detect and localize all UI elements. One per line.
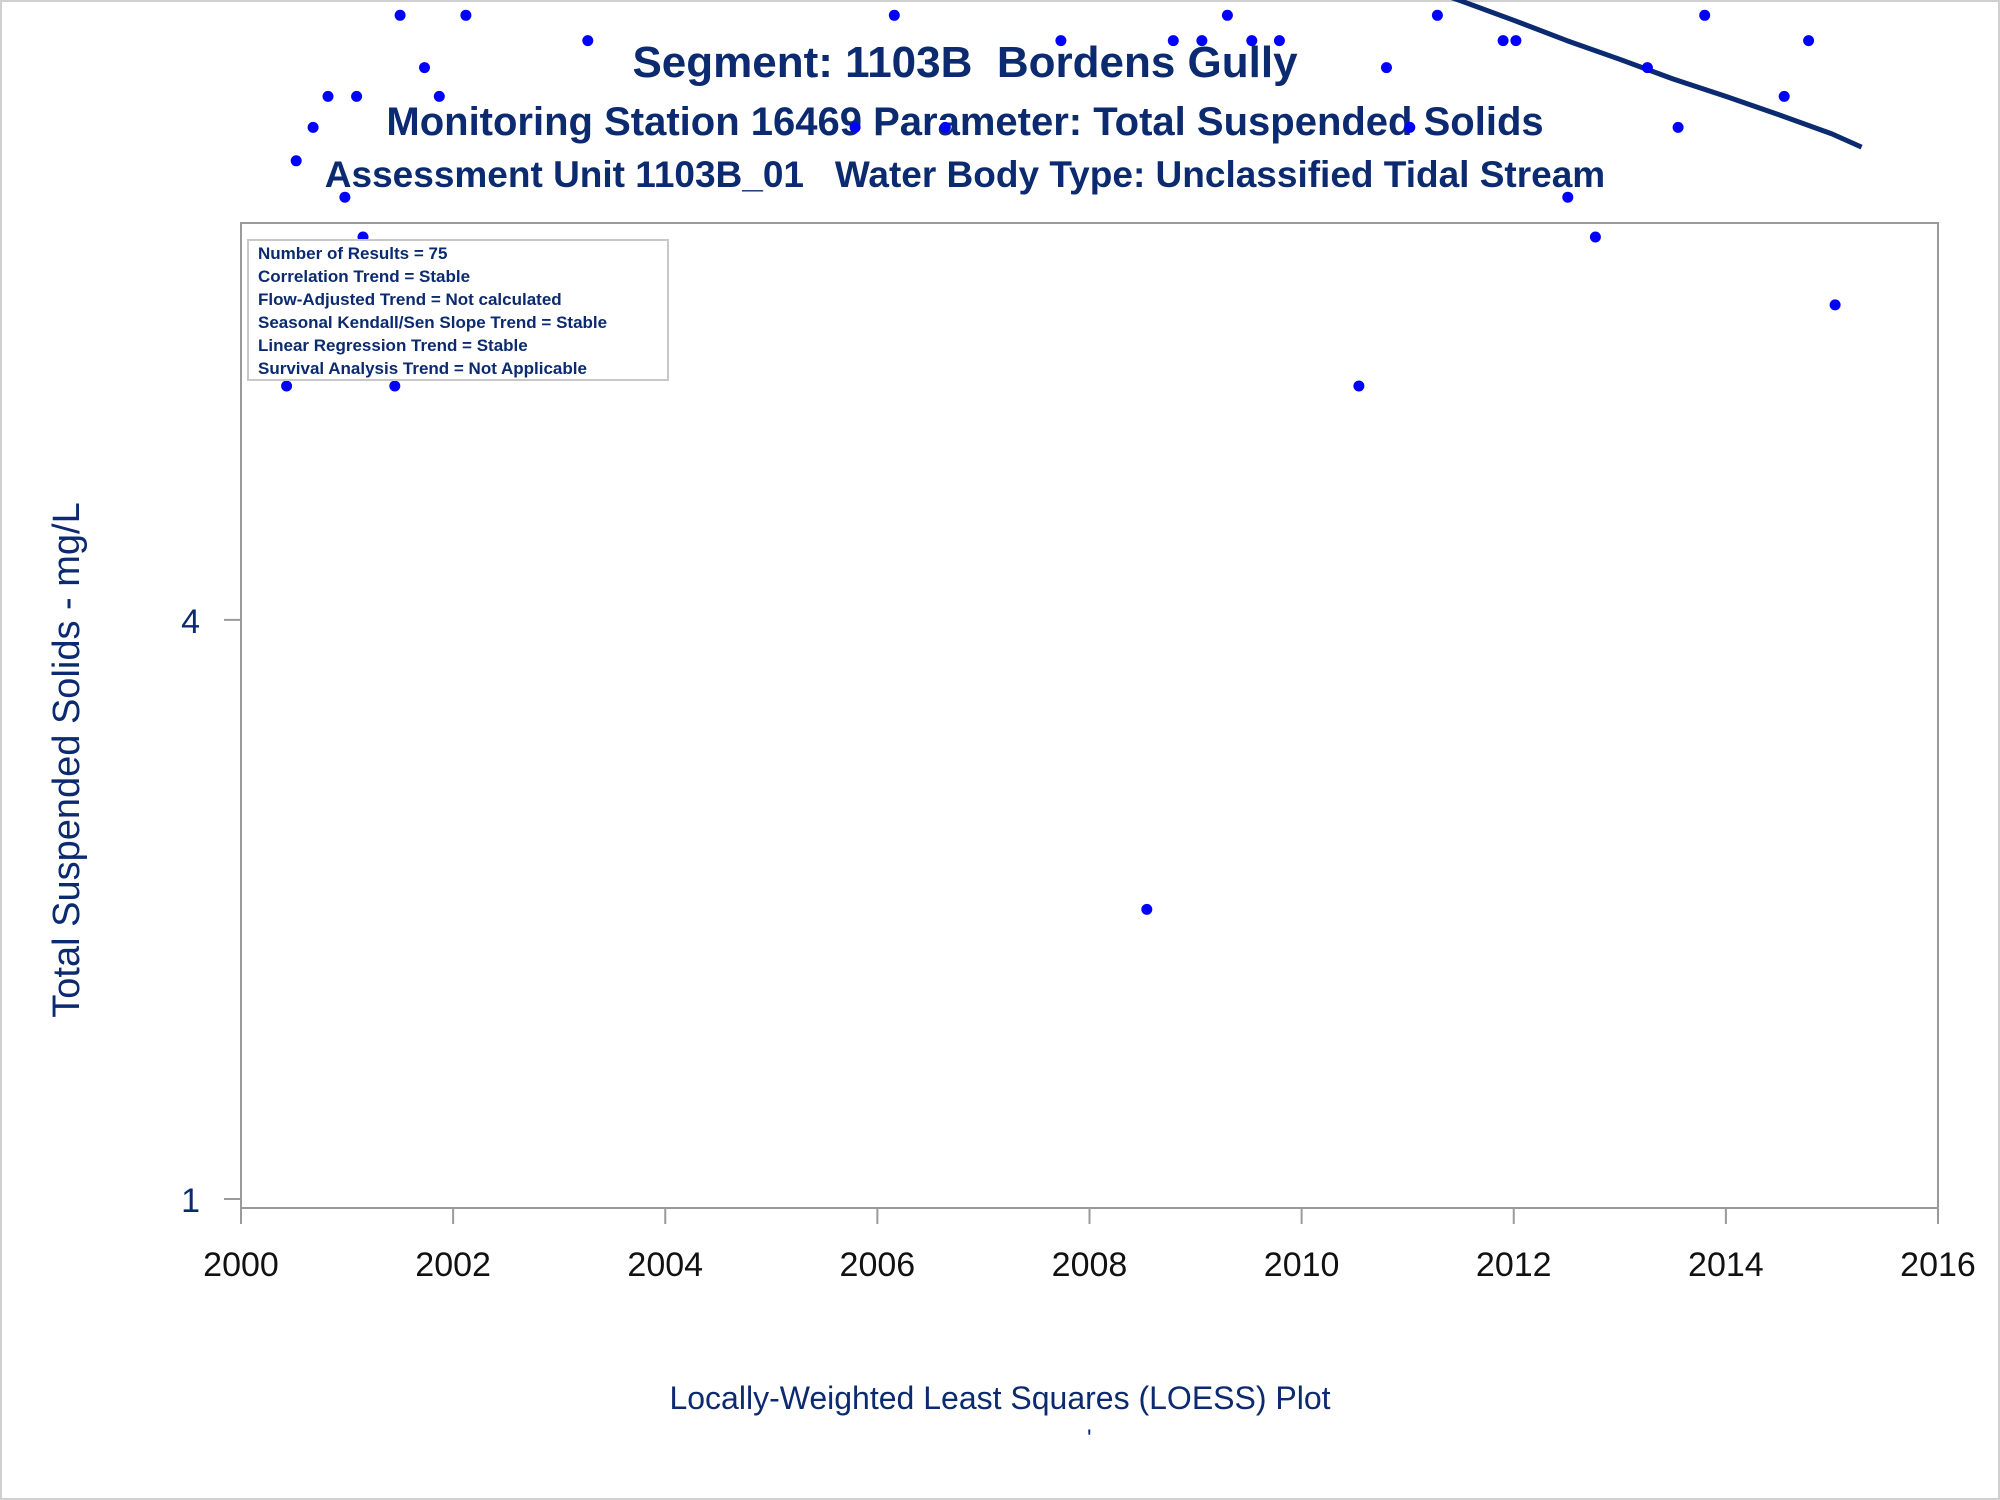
x-tick-label: 2016 <box>1900 1246 1976 1284</box>
data-point <box>1141 903 1153 915</box>
data-point <box>1699 9 1711 21</box>
data-point <box>1829 299 1841 311</box>
data-point <box>1803 35 1815 47</box>
data-point <box>1353 380 1365 392</box>
data-point <box>290 155 302 167</box>
data-point <box>1404 121 1416 133</box>
data-point <box>322 90 334 102</box>
x-tick-label: 2012 <box>1476 1246 1552 1284</box>
data-point <box>281 380 293 392</box>
data-point <box>849 121 861 133</box>
data-point <box>307 121 319 133</box>
x-tick-label: 2010 <box>1264 1246 1340 1284</box>
plot-caption: Locally-Weighted Least Squares (LOESS) P… <box>669 1380 1331 1416</box>
y-tick-label: 4 <box>181 603 200 641</box>
data-point <box>1055 35 1067 47</box>
loess-trend-line <box>1450 0 1863 150</box>
data-points <box>281 9 1841 915</box>
chart-subtitle-assessment: Assessment Unit 1103B_01 Water Body Type… <box>324 154 1606 195</box>
data-point <box>1221 9 1233 21</box>
data-point <box>1589 231 1601 243</box>
data-point <box>1562 191 1574 203</box>
data-point <box>1672 121 1684 133</box>
data-point <box>1273 35 1285 47</box>
data-point <box>1510 35 1522 47</box>
stats-line: Survival Analysis Trend = Not Applicable <box>258 359 587 378</box>
x-tick-label: 2008 <box>1052 1246 1128 1284</box>
stats-line: Linear Regression Trend = Stable <box>258 336 528 355</box>
x-tick-label: 2006 <box>840 1246 916 1284</box>
data-point <box>1431 9 1443 21</box>
data-point <box>1778 90 1790 102</box>
stats-box: Number of Results = 75 Correlation Trend … <box>247 239 669 381</box>
stats-box-border <box>247 239 669 381</box>
data-point <box>1246 35 1258 47</box>
data-point <box>582 35 594 47</box>
x-tick-label: 2004 <box>627 1246 703 1284</box>
data-point <box>1381 62 1392 74</box>
chart-title: Segment: 1103B Bordens Gully <box>632 38 1298 87</box>
x-tick-label: 2000 <box>203 1246 279 1284</box>
data-point <box>939 121 951 133</box>
data-point <box>888 9 900 21</box>
data-point <box>1196 35 1208 47</box>
data-point <box>1497 35 1509 47</box>
data-point <box>1167 35 1179 47</box>
data-point <box>339 191 351 203</box>
x-tick-label: 2014 <box>1688 1246 1764 1284</box>
stats-line: Flow-Adjusted Trend = Not calculated <box>258 290 562 309</box>
stats-line: Seasonal Kendall/Sen Slope Trend = Stabl… <box>258 313 607 332</box>
x-axis: 2000 2002 2004 2006 2008 2010 2012 2014 2016 <box>203 1208 1976 1284</box>
loess-trend <box>1450 0 1863 150</box>
data-point <box>351 90 363 102</box>
data-point <box>389 380 401 392</box>
stats-line: Correlation Trend = Stable <box>258 267 470 286</box>
y-axis-label: Total Suspended Solids - mg/L <box>46 502 88 1017</box>
data-point <box>433 90 445 102</box>
y-tick-label: 1 <box>181 1182 200 1220</box>
data-point <box>394 9 406 21</box>
data-point <box>460 9 472 21</box>
footer-mark: ' <box>1087 1425 1092 1452</box>
data-point <box>419 62 430 74</box>
data-point <box>1641 62 1653 74</box>
y-axis: 14204060100140200 <box>181 603 241 1220</box>
x-tick-label: 2002 <box>415 1246 491 1284</box>
chart-subtitle-station: Monitoring Station 16469 Parameter: Tota… <box>386 100 1544 144</box>
stats-line: Number of Results = 75 <box>258 244 447 263</box>
